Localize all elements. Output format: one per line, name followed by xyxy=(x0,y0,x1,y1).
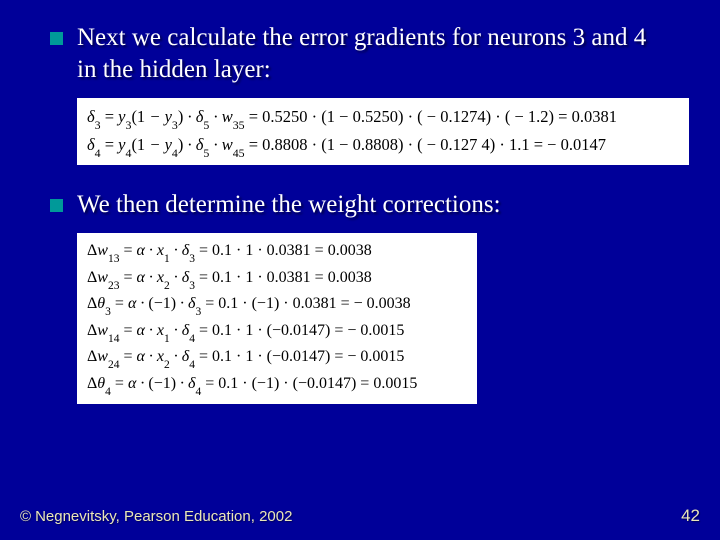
equation-block-gradients: δ3 = y3(1 − y3) · δ5 · w35 = 0.5250 · (1… xyxy=(77,98,689,165)
eq-delta3: δ3 = y3(1 − y3) · δ5 · w35 = 0.5250 · (1… xyxy=(87,104,679,132)
eq-delta4: δ4 = y4(1 − y4) · δ5 · w45 = 0.8808 · (1… xyxy=(87,132,679,160)
bullet-item-2: We then determine the weight corrections… xyxy=(50,189,670,221)
bullet-icon xyxy=(50,199,63,212)
bullet-text-2: We then determine the weight corrections… xyxy=(77,189,501,221)
eq-dw23: Δw23 = α · x2 · δ3 = 0.1 · 1 · 0.0381 = … xyxy=(87,266,467,292)
copyright-icon: © xyxy=(20,508,31,525)
eq-dtheta3: Δθ3 = α · (−1) · δ3 = 0.1 · (−1) · 0.038… xyxy=(87,292,467,318)
eq-dw14: Δw14 = α · x1 · δ4 = 0.1 · 1 · (−0.0147)… xyxy=(87,319,467,345)
eq-dtheta4: Δθ4 = α · (−1) · δ4 = 0.1 · (−1) · (−0.0… xyxy=(87,372,467,398)
equation-block-corrections: Δw13 = α · x1 · δ3 = 0.1 · 1 · 0.0381 = … xyxy=(77,233,477,404)
page-number: 42 xyxy=(681,506,700,526)
footer-attribution-text: Negnevitsky, Pearson Education, 2002 xyxy=(35,508,292,525)
bullet-icon xyxy=(50,32,63,45)
footer-attribution: © Negnevitsky, Pearson Education, 2002 xyxy=(20,508,292,525)
eq-dw13: Δw13 = α · x1 · δ3 = 0.1 · 1 · 0.0381 = … xyxy=(87,239,467,265)
slide-footer: © Negnevitsky, Pearson Education, 2002 4… xyxy=(20,506,700,526)
bullet-text-1: Next we calculate the error gradients fo… xyxy=(77,22,670,86)
slide-content: Next we calculate the error gradients fo… xyxy=(0,0,720,404)
eq-dw24: Δw24 = α · x2 · δ4 = 0.1 · 1 · (−0.0147)… xyxy=(87,345,467,371)
bullet-item-1: Next we calculate the error gradients fo… xyxy=(50,22,670,86)
